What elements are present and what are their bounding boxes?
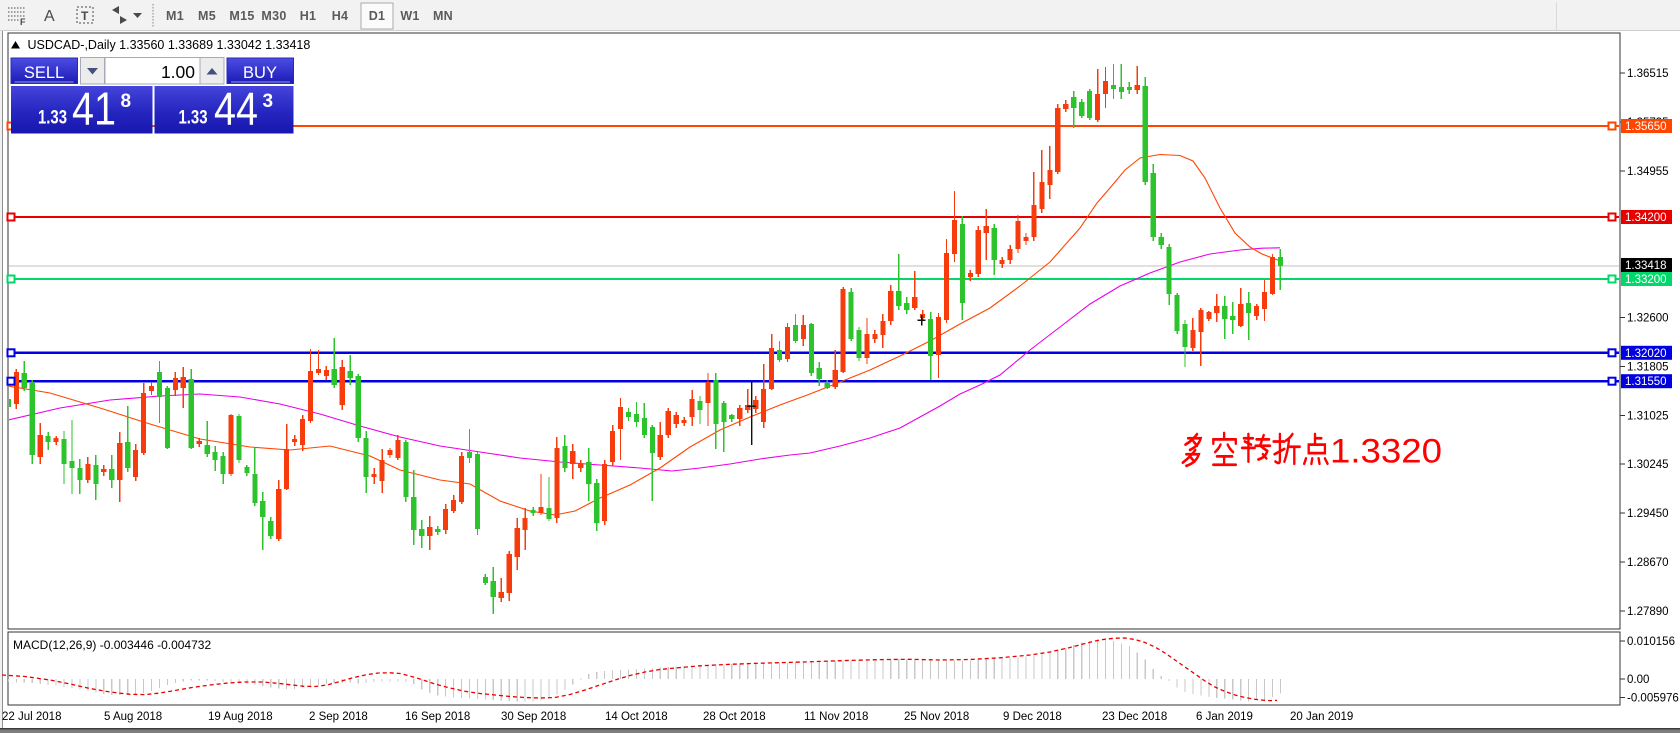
svg-text:1.31805: 1.31805 — [1627, 361, 1669, 373]
svg-text:1.34200: 1.34200 — [1625, 212, 1667, 224]
svg-text:1.33200: 1.33200 — [1625, 274, 1667, 286]
svg-text:MN: MN — [433, 9, 453, 23]
svg-text:1.32600: 1.32600 — [1627, 313, 1669, 325]
svg-text:M1: M1 — [166, 9, 184, 23]
svg-text:23 Dec 2018: 23 Dec 2018 — [1102, 711, 1167, 723]
svg-text:1.31550: 1.31550 — [1625, 376, 1667, 388]
svg-text:41: 41 — [72, 83, 116, 135]
svg-text:20 Jan 2019: 20 Jan 2019 — [1290, 711, 1353, 723]
svg-text:F: F — [20, 17, 26, 27]
svg-text:-0.005976: -0.005976 — [1627, 693, 1679, 705]
svg-text:M5: M5 — [198, 9, 216, 23]
svg-text:M30: M30 — [261, 9, 286, 23]
svg-text:MACD(12,26,9) -0.003446 -0.004: MACD(12,26,9) -0.003446 -0.004732 — [13, 638, 211, 652]
svg-text:11 Nov 2018: 11 Nov 2018 — [804, 711, 868, 723]
svg-text:T: T — [81, 9, 89, 23]
svg-text:1.34955: 1.34955 — [1627, 166, 1669, 178]
svg-text:1.3320: 1.3320 — [1330, 433, 1442, 471]
svg-text:1.33: 1.33 — [179, 108, 208, 129]
svg-text:28 Oct 2018: 28 Oct 2018 — [703, 711, 766, 723]
svg-text:44: 44 — [214, 83, 258, 135]
svg-text:22 Jul 2018: 22 Jul 2018 — [2, 711, 61, 723]
svg-text:1.33418: 1.33418 — [1625, 260, 1667, 272]
svg-text:3: 3 — [263, 91, 274, 112]
svg-text:16 Sep 2018: 16 Sep 2018 — [405, 711, 470, 723]
svg-text:0.010156: 0.010156 — [1627, 636, 1675, 648]
svg-text:1.27890: 1.27890 — [1627, 606, 1669, 618]
svg-text:1.32020: 1.32020 — [1625, 348, 1667, 360]
svg-text:1.00: 1.00 — [161, 62, 195, 82]
svg-text:1.35650: 1.35650 — [1625, 121, 1667, 133]
svg-text:1.29450: 1.29450 — [1627, 508, 1669, 520]
svg-text:BUY: BUY — [243, 64, 277, 82]
svg-text:SELL: SELL — [24, 64, 64, 82]
svg-text:USDCAD-,Daily 1.33560 1.33689: USDCAD-,Daily 1.33560 1.33689 1.33042 1.… — [28, 38, 311, 52]
svg-text:H4: H4 — [332, 9, 349, 23]
svg-text:1.30245: 1.30245 — [1627, 459, 1669, 471]
svg-text:1.28670: 1.28670 — [1627, 557, 1669, 569]
svg-text:1.36515: 1.36515 — [1627, 68, 1669, 80]
svg-text:19 Aug 2018: 19 Aug 2018 — [208, 711, 273, 723]
svg-text:6 Jan 2019: 6 Jan 2019 — [1196, 711, 1253, 723]
svg-text:H1: H1 — [300, 9, 317, 23]
svg-text:8: 8 — [121, 91, 132, 112]
svg-text:30 Sep 2018: 30 Sep 2018 — [501, 711, 566, 723]
svg-text:1.33: 1.33 — [38, 108, 67, 129]
svg-text:W1: W1 — [400, 9, 419, 23]
svg-text:9 Dec 2018: 9 Dec 2018 — [1003, 711, 1062, 723]
svg-text:D1: D1 — [369, 9, 386, 23]
svg-text:0.00: 0.00 — [1627, 674, 1649, 686]
svg-text:A: A — [44, 8, 55, 25]
svg-text:2 Sep 2018: 2 Sep 2018 — [309, 711, 368, 723]
svg-text:1.31025: 1.31025 — [1627, 410, 1669, 422]
svg-text:5 Aug 2018: 5 Aug 2018 — [104, 711, 162, 723]
svg-text:14 Oct 2018: 14 Oct 2018 — [605, 711, 668, 723]
svg-text:25 Nov 2018: 25 Nov 2018 — [904, 711, 969, 723]
svg-text:M15: M15 — [229, 9, 254, 23]
